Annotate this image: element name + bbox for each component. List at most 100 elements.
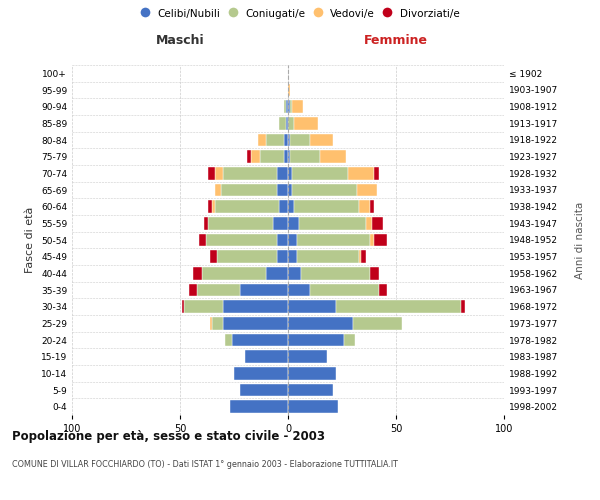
Bar xyxy=(284,100,286,113)
Bar xyxy=(295,117,318,130)
Bar xyxy=(215,184,221,196)
Bar xyxy=(217,250,277,263)
Bar xyxy=(245,350,288,363)
Bar xyxy=(208,217,273,230)
Bar xyxy=(188,284,197,296)
Bar xyxy=(288,284,310,296)
Bar xyxy=(208,200,212,213)
Bar xyxy=(290,134,310,146)
Bar xyxy=(372,217,383,230)
Bar xyxy=(193,267,202,280)
Bar xyxy=(215,167,223,179)
Bar xyxy=(374,234,388,246)
Bar xyxy=(223,300,288,313)
Bar xyxy=(197,284,241,296)
Bar xyxy=(204,217,208,230)
Bar xyxy=(320,150,346,163)
Bar xyxy=(310,284,379,296)
Bar xyxy=(288,267,301,280)
Bar xyxy=(296,250,359,263)
Bar xyxy=(277,250,288,263)
Bar xyxy=(241,284,288,296)
Bar xyxy=(202,267,266,280)
Bar xyxy=(280,117,286,130)
Bar xyxy=(226,334,232,346)
Bar xyxy=(296,234,370,246)
Bar xyxy=(260,150,284,163)
Bar xyxy=(288,334,344,346)
Y-axis label: Anni di nascita: Anni di nascita xyxy=(575,202,585,278)
Bar xyxy=(273,217,288,230)
Text: COMUNE DI VILLAR FOCCHIARDO (TO) - Dati ISTAT 1° gennaio 2003 - Elaborazione TUT: COMUNE DI VILLAR FOCCHIARDO (TO) - Dati … xyxy=(12,460,398,469)
Bar xyxy=(359,250,361,263)
Bar xyxy=(292,100,303,113)
Bar xyxy=(288,384,334,396)
Bar xyxy=(288,84,290,96)
Bar xyxy=(290,150,320,163)
Bar xyxy=(286,117,288,130)
Bar xyxy=(286,100,288,113)
Bar xyxy=(288,117,295,130)
Bar xyxy=(277,234,288,246)
Bar xyxy=(310,134,334,146)
Text: Maschi: Maschi xyxy=(155,34,205,48)
Bar xyxy=(288,400,338,413)
Bar xyxy=(288,317,353,330)
Bar xyxy=(353,317,403,330)
Bar xyxy=(210,250,217,263)
Bar xyxy=(277,184,288,196)
Bar xyxy=(292,184,357,196)
Bar xyxy=(357,184,377,196)
Bar xyxy=(292,167,349,179)
Bar xyxy=(210,317,212,330)
Bar xyxy=(288,200,295,213)
Bar xyxy=(461,300,465,313)
Bar xyxy=(370,267,379,280)
Bar xyxy=(277,167,288,179)
Bar xyxy=(295,200,359,213)
Bar xyxy=(335,300,461,313)
Bar xyxy=(223,317,288,330)
Bar xyxy=(288,350,327,363)
Bar xyxy=(234,367,288,380)
Bar xyxy=(288,367,335,380)
Bar xyxy=(379,284,388,296)
Bar xyxy=(359,200,370,213)
Bar xyxy=(288,134,290,146)
Bar xyxy=(258,134,266,146)
Bar xyxy=(208,167,215,179)
Bar xyxy=(370,200,374,213)
Legend: Celibi/Nubili, Coniugati/e, Vedovi/e, Divorziati/e: Celibi/Nubili, Coniugati/e, Vedovi/e, Di… xyxy=(137,5,463,21)
Bar xyxy=(361,250,366,263)
Bar xyxy=(288,150,290,163)
Bar xyxy=(266,267,288,280)
Bar xyxy=(301,267,370,280)
Bar xyxy=(344,334,355,346)
Y-axis label: Fasce di età: Fasce di età xyxy=(25,207,35,273)
Bar xyxy=(212,317,223,330)
Bar xyxy=(284,150,288,163)
Bar xyxy=(299,217,366,230)
Bar xyxy=(266,134,284,146)
Bar xyxy=(288,167,292,179)
Bar xyxy=(241,384,288,396)
Bar xyxy=(280,200,288,213)
Bar xyxy=(288,300,335,313)
Bar xyxy=(288,184,292,196)
Bar xyxy=(374,167,379,179)
Bar xyxy=(212,200,215,213)
Bar xyxy=(288,100,290,113)
Bar xyxy=(232,334,288,346)
Bar xyxy=(251,150,260,163)
Bar xyxy=(247,150,251,163)
Bar xyxy=(288,234,296,246)
Bar xyxy=(290,100,292,113)
Bar xyxy=(184,300,223,313)
Text: Popolazione per età, sesso e stato civile - 2003: Popolazione per età, sesso e stato civil… xyxy=(12,430,325,443)
Bar xyxy=(284,134,288,146)
Bar xyxy=(366,217,372,230)
Bar xyxy=(182,300,184,313)
Bar xyxy=(221,184,277,196)
Bar xyxy=(349,167,374,179)
Bar xyxy=(288,250,296,263)
